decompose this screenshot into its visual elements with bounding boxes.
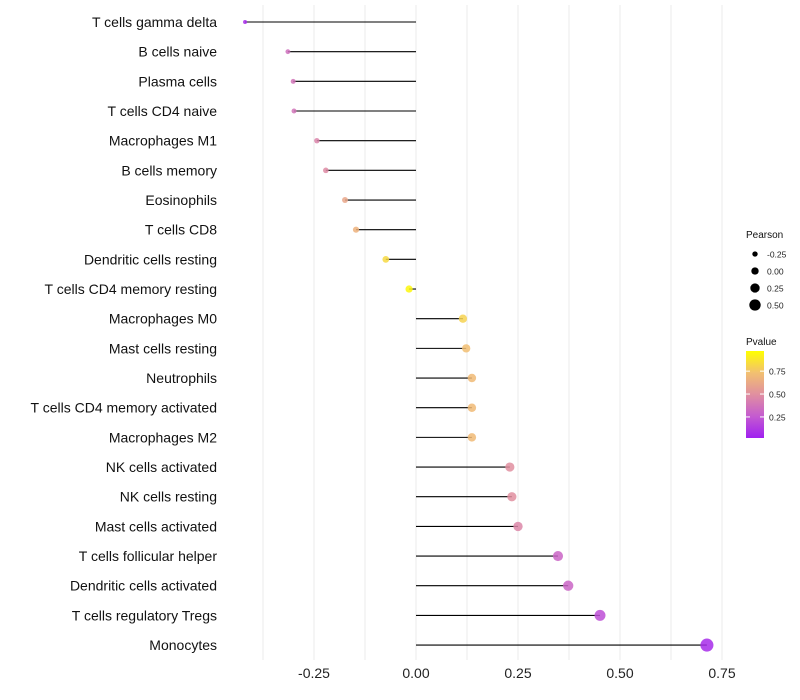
y-tick-label: T cells regulatory Tregs <box>72 607 217 623</box>
size-legend-label: 0.25 <box>767 284 784 294</box>
size-legend-key <box>749 299 761 311</box>
size-legend-label: -0.25 <box>767 250 787 260</box>
data-point <box>467 403 477 412</box>
color-legend-label: 0.75 <box>769 367 786 377</box>
x-tick-label: 0.00 <box>402 665 429 681</box>
size-legend-key <box>751 267 759 275</box>
y-tick-label: NK cells resting <box>120 489 217 505</box>
data-point <box>505 462 515 472</box>
data-point <box>405 285 413 293</box>
data-point <box>458 314 468 323</box>
y-tick-label: T cells CD8 <box>145 222 217 238</box>
y-tick-label: T cells gamma delta <box>92 14 217 30</box>
y-tick-label: Dendritic cells resting <box>84 251 217 267</box>
size-legend-key <box>752 251 758 257</box>
data-point <box>323 167 329 174</box>
data-point <box>467 373 477 383</box>
size-legend-title: Pearson <box>746 230 783 241</box>
color-legend-label: 0.25 <box>769 412 786 422</box>
y-tick-label: T cells CD4 memory resting <box>45 281 217 297</box>
y-tick-label: Dendritic cells activated <box>70 578 217 594</box>
y-tick-label: Macrophages M1 <box>109 133 217 149</box>
y-tick-label: B cells naive <box>138 44 217 60</box>
y-tick-label: T cells CD4 naive <box>108 103 218 119</box>
x-tick-label: 0.75 <box>708 665 735 681</box>
data-point <box>507 492 517 502</box>
x-tick-label: -0.25 <box>298 665 330 681</box>
data-point <box>382 255 390 263</box>
y-tick-label: Eosinophils <box>145 192 217 208</box>
y-tick-label: T cells follicular helper <box>79 548 218 564</box>
data-point <box>467 433 477 442</box>
data-point <box>700 638 714 652</box>
data-point <box>285 49 291 55</box>
data-point <box>552 550 564 562</box>
y-tick-label: Macrophages M0 <box>109 311 217 327</box>
y-tick-label: Monocytes <box>149 637 217 653</box>
data-point <box>342 197 348 204</box>
data-point <box>513 521 523 532</box>
data-point <box>290 78 296 84</box>
y-tick-label: B cells memory <box>121 162 217 178</box>
y-tick-label: Mast cells activated <box>95 518 217 534</box>
y-tick-label: T cells CD4 memory activated <box>31 400 217 416</box>
color-bar <box>746 351 764 438</box>
data-point <box>314 137 320 144</box>
data-point <box>563 580 574 591</box>
color-legend-title: Pvalue <box>746 337 777 348</box>
size-legend-label: 0.00 <box>767 267 784 277</box>
y-tick-label: Neutrophils <box>146 370 217 386</box>
data-point <box>462 344 471 353</box>
size-legend-key <box>750 283 760 293</box>
x-tick-label: 0.25 <box>504 665 531 681</box>
y-tick-label: Macrophages M2 <box>109 429 217 445</box>
y-tick-label: Plasma cells <box>138 73 217 89</box>
color-legend-label: 0.50 <box>769 390 786 400</box>
data-point <box>594 609 606 621</box>
size-legend-label: 0.50 <box>767 301 784 311</box>
x-tick-label: 0.50 <box>606 665 633 681</box>
y-tick-label: NK cells activated <box>106 459 217 475</box>
data-point <box>291 108 297 114</box>
data-point <box>243 19 248 25</box>
y-tick-label: Mast cells resting <box>109 340 217 356</box>
data-point <box>352 226 360 233</box>
